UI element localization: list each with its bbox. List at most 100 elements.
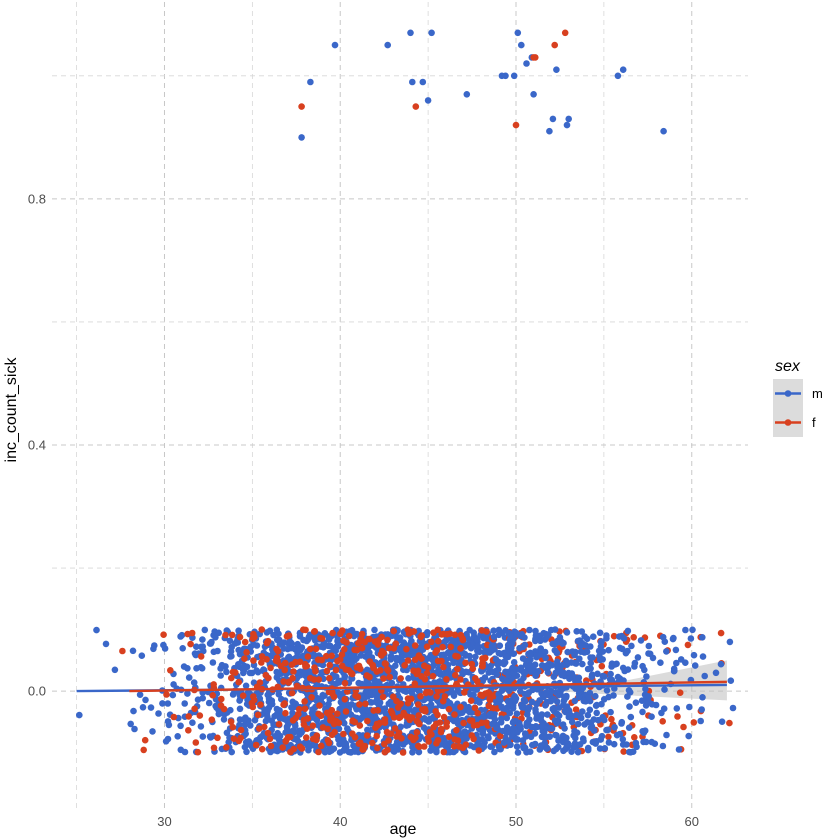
point-m <box>446 699 454 707</box>
point-f <box>451 711 458 718</box>
point-m <box>498 715 505 722</box>
point-m <box>197 643 205 651</box>
point-m <box>682 626 689 634</box>
point-m <box>260 666 267 673</box>
point-m <box>210 631 217 639</box>
point-f <box>302 626 309 634</box>
point-m <box>570 744 578 751</box>
point-m <box>673 659 680 667</box>
point-m <box>184 665 191 672</box>
point-f <box>411 680 419 687</box>
point-f <box>418 655 425 662</box>
point-f <box>382 660 390 668</box>
point-m <box>476 699 483 706</box>
point-m <box>296 633 304 640</box>
point-m <box>603 635 610 642</box>
point-m <box>672 646 680 654</box>
point-m <box>521 698 529 705</box>
point-m <box>626 703 633 710</box>
point-f <box>381 719 389 726</box>
point-m <box>574 637 582 645</box>
point-m <box>321 747 329 754</box>
point-f <box>680 723 687 731</box>
trend-lines <box>76 680 727 693</box>
point-m <box>564 648 571 656</box>
point-m <box>583 648 591 656</box>
point-m <box>164 718 172 725</box>
point-m <box>344 725 351 732</box>
point-f <box>383 666 391 673</box>
point-f <box>426 728 434 736</box>
point-f <box>312 667 319 675</box>
confidence-band <box>516 660 727 701</box>
point-f <box>429 672 437 680</box>
point-m <box>201 626 209 634</box>
point-f <box>163 691 170 698</box>
point-f <box>353 646 361 654</box>
point-f <box>283 633 291 640</box>
point-m <box>580 697 588 705</box>
point-m <box>161 645 169 652</box>
legend-label-m: m <box>812 386 823 401</box>
point-m <box>297 646 304 654</box>
point-m <box>510 718 518 725</box>
point-m <box>197 723 205 730</box>
point-m <box>348 660 356 668</box>
point-f-upper <box>512 121 520 129</box>
point-f <box>258 626 266 633</box>
point-f <box>331 728 338 736</box>
point-f <box>352 692 359 699</box>
point-m <box>539 722 546 730</box>
point-m <box>365 707 372 714</box>
point-f <box>192 739 200 746</box>
point-m <box>405 675 412 682</box>
point-f <box>326 661 334 669</box>
point-f <box>440 748 448 756</box>
point-f <box>328 688 336 696</box>
point-m <box>276 707 283 714</box>
point-m <box>181 700 188 707</box>
point-f <box>272 657 280 664</box>
x-tick-label: 40 <box>333 814 347 829</box>
point-m <box>464 641 471 649</box>
point-m <box>189 719 196 726</box>
point-m <box>675 746 683 753</box>
point-f <box>318 635 326 642</box>
point-f <box>361 742 369 750</box>
point-m <box>543 662 550 670</box>
point-f-upper <box>551 41 558 49</box>
point-m <box>574 748 582 756</box>
point-m <box>433 747 440 754</box>
point-f <box>262 671 270 679</box>
point-m <box>573 628 580 635</box>
point-f <box>252 741 260 749</box>
point-f <box>375 637 383 644</box>
point-m <box>577 714 585 722</box>
point-m <box>220 716 228 723</box>
point-f <box>257 701 264 708</box>
point-m <box>516 644 523 652</box>
point-m <box>576 655 583 662</box>
point-m <box>631 659 639 667</box>
point-f <box>393 697 400 705</box>
point-m <box>682 659 689 666</box>
point-f <box>349 730 356 737</box>
point-f <box>605 733 612 741</box>
point-m <box>476 736 484 743</box>
point-m <box>347 749 355 756</box>
point-m <box>535 668 542 675</box>
point-f <box>459 636 467 644</box>
point-f <box>460 719 467 727</box>
point-m <box>538 711 546 718</box>
point-m <box>575 693 583 701</box>
point-f <box>328 706 336 714</box>
point-f <box>334 657 341 665</box>
point-m <box>253 642 261 649</box>
point-f <box>385 644 393 652</box>
point-f <box>323 667 331 675</box>
point-m <box>491 748 498 756</box>
point-f <box>298 745 306 752</box>
point-m <box>566 675 573 682</box>
point-f <box>479 660 486 667</box>
point-m <box>275 736 283 743</box>
